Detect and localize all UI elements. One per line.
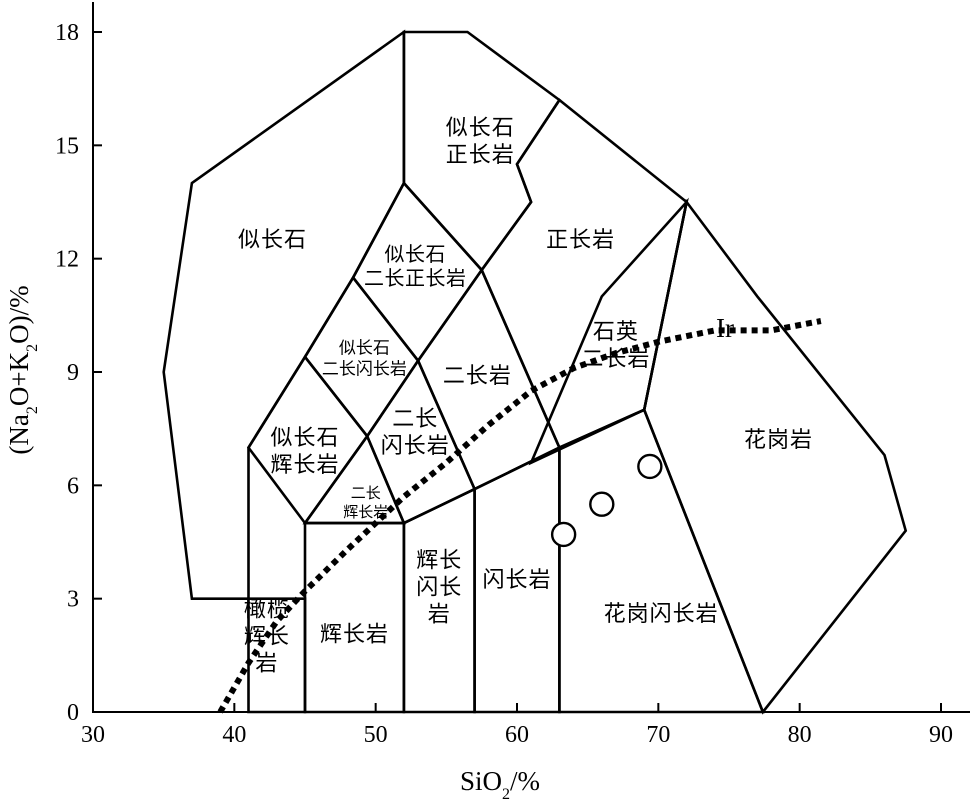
x-tick-label: 80 — [788, 722, 812, 748]
field-label: 闪长岩 — [381, 434, 450, 459]
y-tick-label: 6 — [67, 473, 79, 499]
field-label: 正长岩 — [546, 228, 615, 253]
field-label: 二长正长岩 — [364, 266, 467, 290]
field-label: 二长岩 — [443, 364, 512, 389]
field-label: 似长石 — [238, 228, 307, 253]
field-label: 闪长 — [416, 575, 462, 600]
ir-label: Ir — [716, 313, 734, 343]
ir-boundary: Ir — [217, 313, 822, 714]
y-tick-label: 0 — [67, 700, 79, 726]
axis-frame — [92, 2, 970, 713]
x-tick-label: 30 — [81, 722, 105, 748]
field-label: 辉长 — [416, 548, 462, 573]
y-axis-title: (Na2O+K2O)/% — [4, 285, 41, 454]
rock-field — [642, 198, 908, 715]
y-tick-label: 12 — [55, 247, 79, 273]
field-label: 岩 — [255, 651, 278, 676]
field-label: 二长 — [351, 484, 381, 502]
x-tick-label: 70 — [646, 722, 670, 748]
rock-field — [402, 487, 476, 714]
field-label: 似长石 — [446, 116, 515, 141]
y-tick-label: 15 — [55, 133, 79, 159]
field-label: 辉长岩 — [270, 453, 339, 478]
field-label: 似长石 — [270, 426, 339, 451]
x-tick-label: 40 — [222, 722, 246, 748]
field-label: 似长石 — [384, 242, 446, 266]
field-label: 花岗岩 — [744, 428, 813, 453]
y-tick-label: 3 — [67, 587, 79, 613]
field-label: 石英 — [593, 320, 639, 345]
rock-field — [303, 521, 406, 714]
sample-points — [550, 453, 663, 548]
field-label: 正长岩 — [446, 143, 515, 168]
x-tick-label: 90 — [929, 722, 953, 748]
ir-line — [217, 318, 822, 714]
field-label: 辉长岩 — [320, 623, 389, 648]
x-tick-label: 50 — [364, 722, 388, 748]
field-label: 二长 — [392, 407, 438, 432]
field-label: 二长闪长岩 — [322, 359, 407, 379]
field-label: 似长石 — [339, 338, 390, 358]
sample-point — [637, 453, 663, 480]
x-tick-label: 60 — [505, 722, 529, 748]
field-label: 花岗闪长岩 — [604, 602, 719, 627]
y-tick-label: 18 — [55, 20, 79, 46]
field-label: 岩 — [428, 602, 451, 627]
field-label: 辉长岩 — [343, 503, 388, 521]
x-axis-title: SiO2/% — [460, 766, 540, 803]
sample-point — [589, 491, 615, 517]
axes: 30 40 50 60 70 80 90 0 3 6 9 12 15 18 — [55, 2, 970, 748]
rock-field — [558, 408, 765, 714]
sample-point — [550, 521, 577, 548]
y-tick-label: 9 — [67, 360, 79, 386]
field-label: 闪长岩 — [482, 568, 551, 593]
